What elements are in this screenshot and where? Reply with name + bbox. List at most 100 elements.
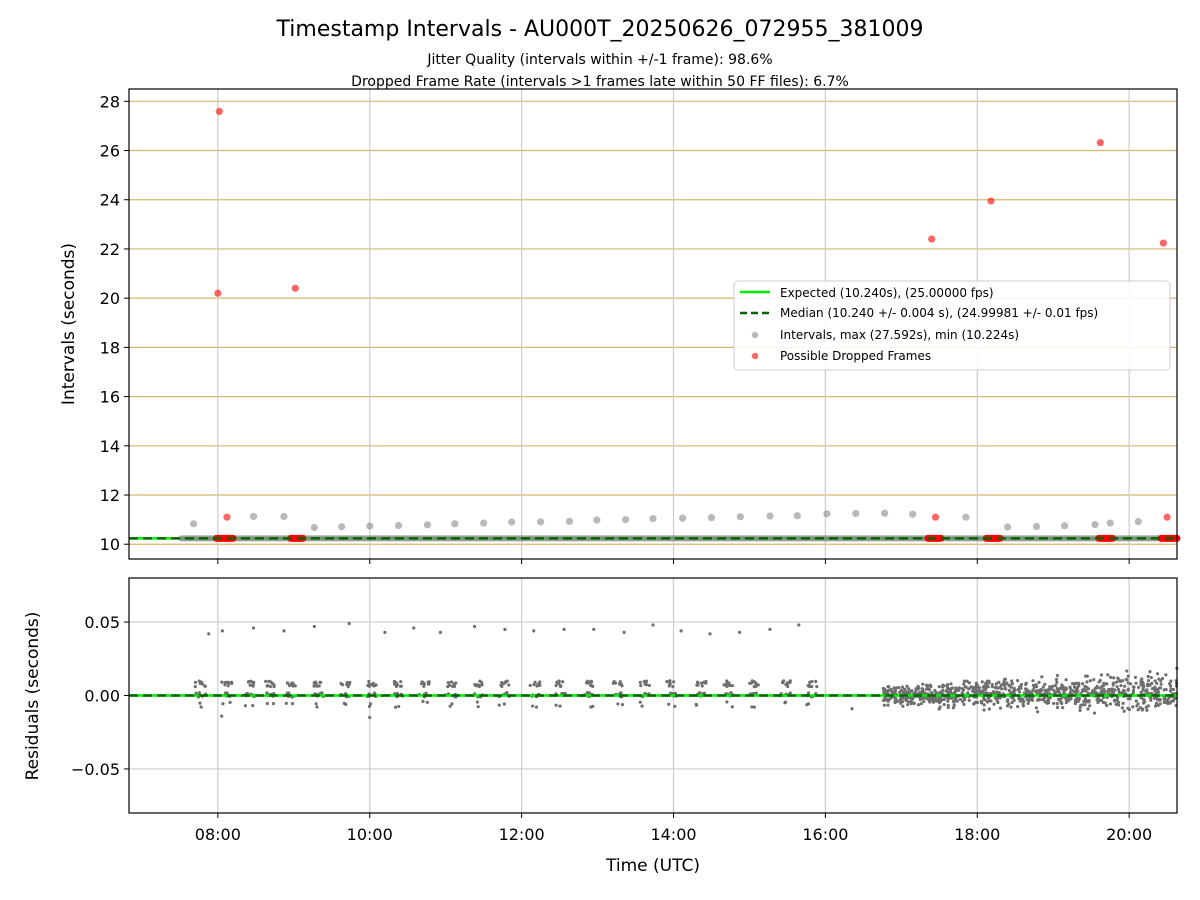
residual-point bbox=[1055, 673, 1059, 678]
residual-point bbox=[1115, 685, 1119, 689]
residual-point bbox=[725, 679, 729, 683]
residual-point bbox=[246, 680, 251, 684]
legend-label-intervals: Intervals, max (27.592s), min (10.224s) bbox=[780, 328, 1019, 342]
residual-point bbox=[399, 680, 403, 684]
residual-point bbox=[897, 686, 901, 690]
residual-point bbox=[941, 685, 945, 689]
residual-point bbox=[983, 687, 988, 692]
residual-point bbox=[945, 686, 950, 690]
residual-point bbox=[477, 684, 481, 689]
residual-point bbox=[1051, 688, 1056, 692]
y-tick-label: 16 bbox=[100, 388, 120, 407]
residual-point bbox=[312, 684, 316, 688]
residual-point bbox=[952, 703, 956, 707]
legend-label-dropped: Possible Dropped Frames bbox=[780, 349, 931, 363]
residual-point bbox=[538, 680, 542, 684]
residual-point bbox=[783, 700, 788, 704]
residual-point bbox=[282, 629, 286, 633]
residual-point bbox=[193, 680, 198, 684]
residual-point bbox=[1055, 702, 1059, 706]
residual-point bbox=[985, 684, 989, 688]
residual-point bbox=[1017, 690, 1021, 694]
residual-point bbox=[1010, 682, 1014, 686]
residual-point bbox=[1003, 686, 1007, 690]
residuals-series bbox=[129, 621, 1179, 720]
residual-point bbox=[1128, 682, 1133, 686]
residual-point bbox=[1072, 685, 1077, 689]
residual-point bbox=[383, 630, 387, 634]
residual-point bbox=[977, 689, 981, 693]
intervals-grid bbox=[129, 89, 1177, 559]
residual-point bbox=[1134, 699, 1138, 703]
residual-point bbox=[1142, 684, 1146, 689]
y-tick-label: 24 bbox=[100, 191, 120, 210]
residual-point bbox=[251, 684, 255, 688]
residual-point bbox=[996, 700, 1000, 705]
residual-point bbox=[1026, 701, 1030, 705]
residual-point bbox=[1078, 708, 1082, 712]
residual-point bbox=[1036, 710, 1040, 714]
residual-point bbox=[1116, 676, 1120, 680]
residual-point bbox=[1171, 687, 1176, 692]
residual-point bbox=[850, 707, 854, 711]
residual-point bbox=[1127, 707, 1131, 712]
residuals-x-label: Time (UTC) bbox=[605, 856, 700, 876]
residual-point bbox=[1141, 701, 1146, 705]
dropped-frame-point bbox=[931, 513, 940, 521]
residual-point bbox=[647, 683, 651, 688]
residual-point bbox=[961, 688, 966, 692]
residual-point bbox=[1055, 705, 1060, 710]
residual-point bbox=[752, 705, 756, 709]
residual-point bbox=[904, 698, 908, 703]
residual-point bbox=[694, 702, 698, 706]
residual-point bbox=[887, 685, 891, 689]
residual-point bbox=[399, 684, 403, 688]
residual-point bbox=[193, 684, 197, 689]
residual-point bbox=[265, 701, 269, 706]
x-tick-label: 18:00 bbox=[954, 825, 1000, 844]
interval-point bbox=[1061, 522, 1069, 530]
interval-point bbox=[852, 509, 860, 518]
residual-point bbox=[998, 696, 1002, 700]
residual-point bbox=[1079, 703, 1083, 707]
residual-point bbox=[949, 687, 953, 691]
residual-point bbox=[207, 632, 211, 636]
residual-point bbox=[644, 683, 649, 687]
residual-point bbox=[293, 684, 297, 688]
residual-point bbox=[1157, 697, 1161, 701]
residual-point bbox=[942, 702, 946, 707]
residual-point bbox=[925, 687, 929, 691]
residual-point bbox=[994, 682, 999, 686]
residual-point bbox=[452, 684, 457, 689]
dropped-frame-point bbox=[291, 284, 299, 292]
residual-point bbox=[1102, 687, 1106, 691]
residual-point bbox=[474, 684, 478, 688]
residual-point bbox=[990, 682, 994, 687]
residual-point bbox=[1169, 679, 1173, 683]
residual-point bbox=[922, 699, 926, 704]
interval-point bbox=[423, 521, 432, 529]
residual-point bbox=[984, 681, 988, 685]
residual-point bbox=[672, 680, 676, 684]
residual-point bbox=[1162, 700, 1166, 704]
residual-point bbox=[422, 684, 426, 689]
residual-point bbox=[982, 708, 986, 712]
residual-point bbox=[982, 684, 987, 688]
residual-point bbox=[555, 680, 559, 684]
residual-point bbox=[942, 697, 946, 702]
residual-point bbox=[532, 629, 536, 633]
dropped-frame-point bbox=[223, 513, 231, 521]
residual-point bbox=[1052, 701, 1056, 706]
residual-point bbox=[502, 702, 506, 706]
interval-point bbox=[707, 514, 716, 522]
residual-point bbox=[528, 683, 532, 688]
residual-point bbox=[1002, 682, 1006, 686]
residual-point bbox=[532, 682, 536, 687]
residual-point bbox=[668, 679, 672, 683]
residual-point bbox=[1036, 688, 1040, 693]
residual-point bbox=[426, 680, 430, 684]
residual-point bbox=[1019, 682, 1024, 687]
residual-point bbox=[979, 699, 984, 703]
residual-point bbox=[730, 683, 734, 688]
residual-point bbox=[422, 682, 426, 686]
